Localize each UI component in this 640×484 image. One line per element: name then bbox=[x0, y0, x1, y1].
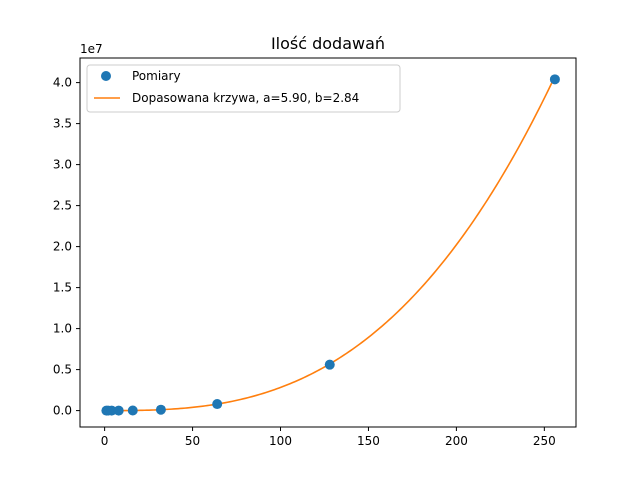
x-tick-label: 0 bbox=[101, 434, 109, 448]
data-point bbox=[113, 405, 124, 416]
y-tick-label: 1.0 bbox=[53, 322, 72, 336]
data-point bbox=[127, 405, 138, 416]
legend-label-pomiary: Pomiary bbox=[132, 69, 181, 83]
y-axis: 0.0 0.5 1.0 1.5 2.0 2.5 3.0 3.5 4.0 bbox=[53, 76, 80, 418]
x-tick-label: 50 bbox=[185, 434, 200, 448]
x-tick-label: 100 bbox=[269, 434, 292, 448]
y-tick-label: 3.0 bbox=[53, 158, 72, 172]
data-point bbox=[324, 359, 335, 370]
y-tick-label: 3.5 bbox=[53, 117, 72, 131]
y-axis-offset-label: 1e7 bbox=[80, 42, 103, 56]
data-point bbox=[106, 405, 117, 416]
x-axis: 0 50 100 150 200 250 bbox=[101, 427, 556, 448]
axes-frame bbox=[79, 57, 577, 428]
y-tick-label: 0.5 bbox=[53, 363, 72, 377]
legend-label-fit: Dopasowana krzywa, a=5.90, b=2.84 bbox=[132, 91, 359, 105]
data-point bbox=[549, 74, 560, 85]
y-tick-label: 1.5 bbox=[53, 281, 72, 295]
chart-title: Ilość dodawań bbox=[271, 34, 385, 53]
y-tick-label: 2.5 bbox=[53, 199, 72, 213]
x-tick-label: 200 bbox=[445, 434, 468, 448]
y-tick-label: 4.0 bbox=[53, 76, 72, 90]
y-tick-label: 2.0 bbox=[53, 240, 72, 254]
legend-box bbox=[86, 64, 401, 113]
legend-marker-pomiary bbox=[101, 71, 111, 81]
legend: Pomiary Dopasowana krzywa, a=5.90, b=2.8… bbox=[86, 64, 401, 113]
data-point bbox=[212, 399, 223, 410]
plot-area bbox=[101, 74, 560, 416]
x-tick-label: 250 bbox=[533, 434, 556, 448]
x-tick-label: 150 bbox=[357, 434, 380, 448]
data-point bbox=[155, 404, 166, 415]
y-tick-label: 0.0 bbox=[53, 404, 72, 418]
